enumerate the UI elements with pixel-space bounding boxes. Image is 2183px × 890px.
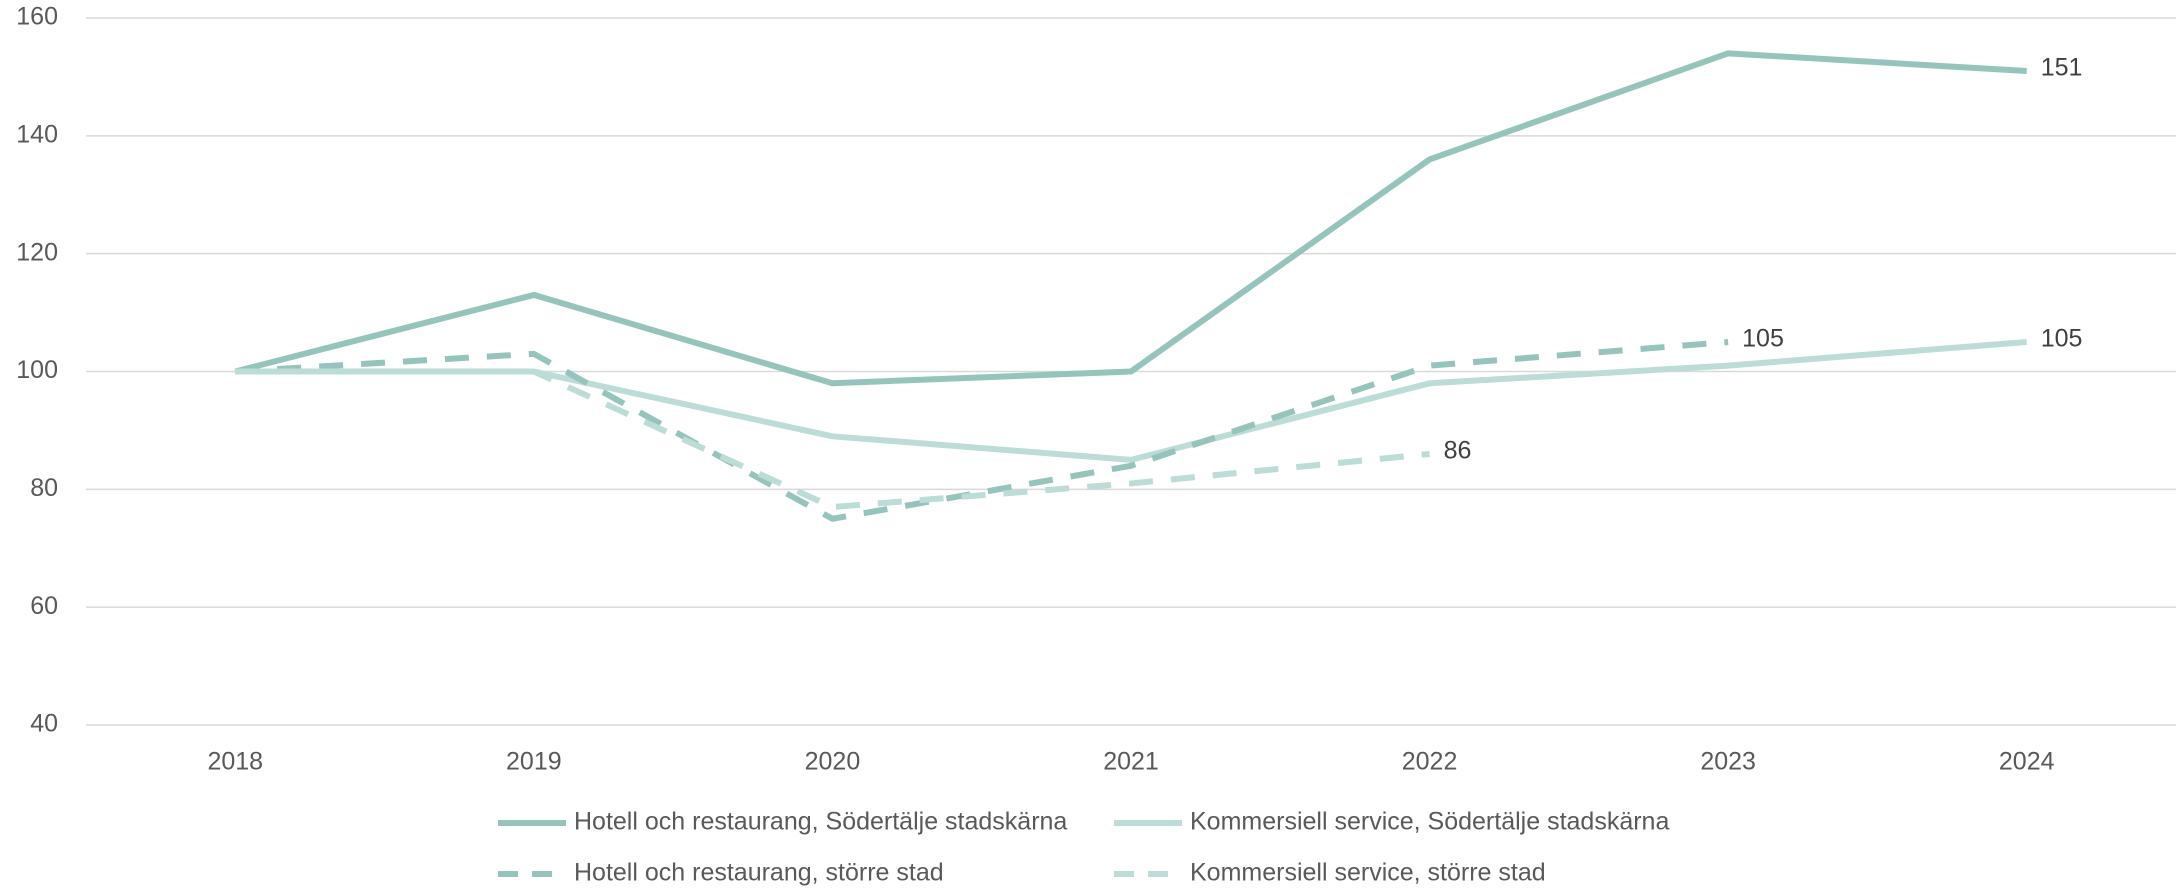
x-tick-label: 2022: [1402, 748, 1458, 776]
line-series: [235, 339, 2027, 463]
y-tick-label: 60: [30, 592, 58, 620]
y-tick-label: 160: [16, 3, 58, 31]
legend-label: Kommersiell service, Södertälje stadskär…: [1190, 808, 1669, 836]
y-tick-label: 80: [30, 474, 58, 502]
x-tick-label: 2018: [207, 748, 263, 776]
line-series: [234, 50, 2027, 387]
y-tick-label: 100: [16, 356, 58, 384]
line-series: [235, 339, 1729, 522]
line-series: [235, 368, 1430, 511]
x-tick-label: 2023: [1700, 748, 1756, 776]
y-tick-label: 120: [16, 238, 58, 266]
legend-label: Hotell och restaurang, större stad: [574, 859, 944, 887]
x-tick-label: 2021: [1103, 748, 1159, 776]
x-tick-label: 2024: [1999, 748, 2055, 776]
data-label: 151: [2041, 54, 2083, 82]
legend-label: Hotell och restaurang, Södertälje stadsk…: [574, 808, 1067, 836]
y-tick-label: 140: [16, 120, 58, 148]
x-tick-label: 2020: [805, 748, 861, 776]
y-tick-label: 40: [30, 710, 58, 738]
data-label: 105: [1742, 325, 1784, 353]
data-label: 105: [2041, 325, 2083, 353]
legend-label: Kommersiell service, större stad: [1190, 859, 1546, 887]
data-label: 86: [1444, 437, 1472, 465]
x-tick-label: 2019: [506, 748, 562, 776]
